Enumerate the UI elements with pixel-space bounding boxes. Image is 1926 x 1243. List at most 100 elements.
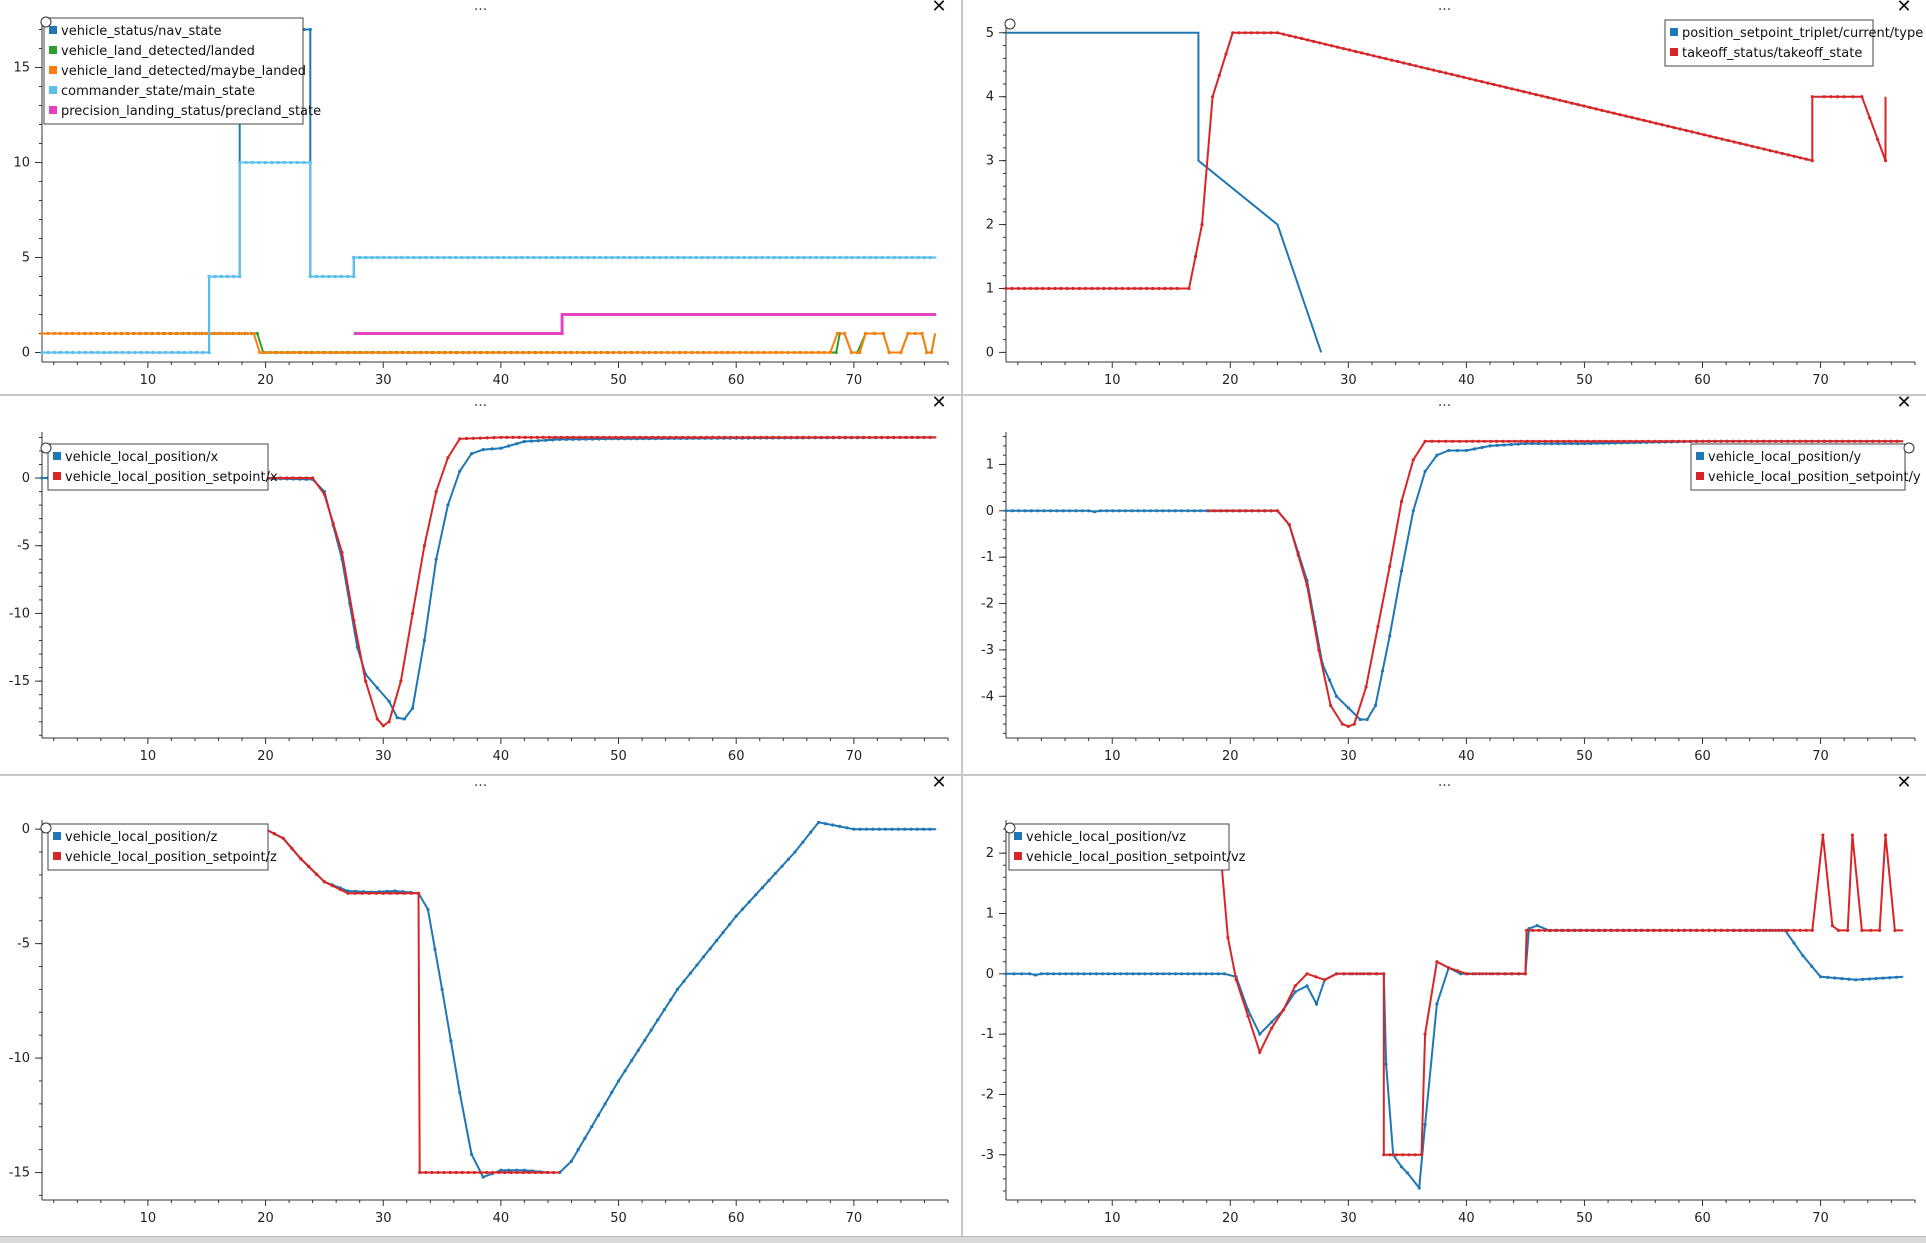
horizontal-splitter-2[interactable]: [0, 774, 1926, 776]
data-point: [1816, 439, 1820, 443]
data-point: [1258, 1032, 1262, 1036]
data-point: [1330, 44, 1334, 48]
plot-panel-3[interactable]: ... ✕ 10 20 30 40 50 60 70 0 -5 -10 -15 vehicle_local…: [0, 396, 961, 774]
drag-handle[interactable]: ...: [1438, 396, 1451, 410]
legend-move-handle[interactable]: [40, 442, 52, 454]
data-point: [1737, 928, 1741, 932]
data-point: [1829, 95, 1833, 99]
data-point: [666, 350, 670, 355]
data-point: [155, 331, 159, 336]
data-point: [1883, 833, 1888, 837]
close-icon[interactable]: ✕: [1896, 396, 1911, 413]
drag-handle[interactable]: ...: [1438, 0, 1451, 14]
data-point: [1804, 157, 1808, 161]
data-point: [886, 255, 890, 260]
data-point: [1836, 928, 1840, 932]
data-point: [565, 435, 570, 439]
data-point: [708, 947, 712, 951]
data-point: [596, 435, 600, 439]
y-tick-label: -5: [17, 539, 30, 554]
data-point: [1588, 105, 1592, 110]
data-point: [238, 160, 242, 165]
legend[interactable]: vehicle_local_position/z vehicle_local_po…: [47, 823, 277, 871]
plot-panel-4[interactable]: ... ✕ 10 20 30 40 50 60 70 1 0 -1 -2 -3 -4 vehicle_loca…: [963, 396, 1926, 774]
close-icon[interactable]: ✕: [931, 0, 946, 17]
data-point: [766, 255, 770, 260]
y-tick-label: -10: [9, 606, 30, 621]
data-point: [1714, 136, 1718, 140]
data-point: [1854, 978, 1858, 982]
data-point: [1414, 64, 1418, 68]
vertical-splitter[interactable]: [961, 0, 963, 1242]
drag-handle[interactable]: ...: [474, 776, 487, 790]
data-point: [1130, 509, 1134, 513]
data-point: [1348, 48, 1352, 52]
data-point: [1893, 928, 1897, 932]
data-point: [1004, 286, 1008, 291]
data-point: [197, 331, 201, 336]
close-icon[interactable]: ✕: [931, 776, 946, 793]
series-line-1: [1006, 31, 1323, 353]
series-line-3: [42, 332, 937, 354]
data-point: [648, 350, 652, 355]
data-point: [564, 350, 568, 355]
series-line-2: [1006, 31, 1887, 290]
data-point: [370, 255, 374, 260]
data-point: [1257, 509, 1261, 513]
legend-move-handle[interactable]: [40, 16, 52, 28]
data-point: [540, 350, 544, 355]
data-point: [1780, 151, 1784, 156]
data-point: [449, 1039, 453, 1043]
data-point: [240, 331, 244, 336]
plot-panel-2[interactable]: ... ✕ 10 20 30 40 50 60 70 0 1 2 3 4 5 position_setpoin…: [963, 0, 1926, 394]
data-point: [314, 872, 319, 876]
data-point: [715, 939, 719, 943]
data-point: [418, 1170, 422, 1175]
data-point: [480, 350, 484, 355]
drag-handle[interactable]: ...: [474, 396, 487, 410]
bottom-scrollbar[interactable]: [0, 1236, 1926, 1243]
legend-move-handle[interactable]: [1004, 18, 1016, 30]
x-tick-label: 50: [1576, 373, 1593, 388]
drag-handle[interactable]: ...: [1438, 776, 1451, 790]
data-point: [496, 255, 500, 260]
data-point: [552, 350, 556, 355]
horizontal-splitter-1[interactable]: [0, 394, 1926, 396]
data-point: [448, 1170, 452, 1175]
data-point: [432, 350, 436, 355]
plot-panel-5[interactable]: ... ✕ 10 20 30 40 50 60 70 0 -5 -10 -15 vehicle_local…: [0, 776, 961, 1236]
data-point: [871, 827, 875, 831]
legend-move-handle[interactable]: [40, 822, 52, 834]
data-point: [622, 255, 626, 260]
data-point: [1495, 443, 1499, 447]
close-icon[interactable]: ✕: [931, 396, 946, 413]
legend[interactable]: vehicle_local_position/vz vehicle_local_p…: [1008, 823, 1246, 871]
data-point: [686, 435, 690, 439]
legend-move-handle[interactable]: [1903, 442, 1915, 454]
legend[interactable]: vehicle_status/nav_state vehicle_land_det…: [43, 17, 321, 125]
data-point: [844, 255, 848, 260]
plot-panel-6[interactable]: ... ✕ 10 20 30 40 50 60 70 2 1 0 -1 -2 -3 vehicle_local…: [963, 776, 1926, 1236]
data-point: [1555, 928, 1559, 932]
y-tick-label: 5: [22, 251, 30, 266]
data-point: [387, 699, 391, 703]
legend-move-handle[interactable]: [1004, 822, 1016, 834]
data-point: [1549, 439, 1553, 443]
data-point: [1826, 975, 1830, 979]
plot-panel-1[interactable]: ... ✕ 10 20 30 40 50 60 70 0 5 10 15 vehicle_status/n…: [0, 0, 961, 394]
legend[interactable]: vehicle_local_position/x vehicle_local_po…: [47, 443, 278, 491]
data-point: [289, 160, 293, 165]
data-point: [1488, 444, 1492, 448]
data-point: [1658, 439, 1663, 443]
data-point: [798, 350, 802, 355]
data-point: [485, 436, 489, 440]
legend[interactable]: position_setpoint_triplet/current/typeta…: [1664, 19, 1923, 67]
legend[interactable]: vehicle_local_position/y vehicle_local_po…: [1690, 443, 1921, 491]
close-icon[interactable]: ✕: [1896, 0, 1911, 17]
data-point: [201, 350, 205, 355]
data-point: [400, 255, 404, 260]
data-point: [1842, 95, 1846, 99]
close-icon[interactable]: ✕: [1896, 776, 1911, 793]
drag-handle[interactable]: ...: [474, 0, 487, 14]
data-point: [674, 435, 678, 439]
